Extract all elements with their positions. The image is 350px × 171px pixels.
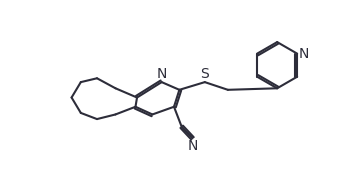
Text: N: N [299, 47, 309, 61]
Text: N: N [156, 67, 167, 81]
Text: S: S [201, 67, 209, 81]
Text: N: N [187, 139, 198, 153]
